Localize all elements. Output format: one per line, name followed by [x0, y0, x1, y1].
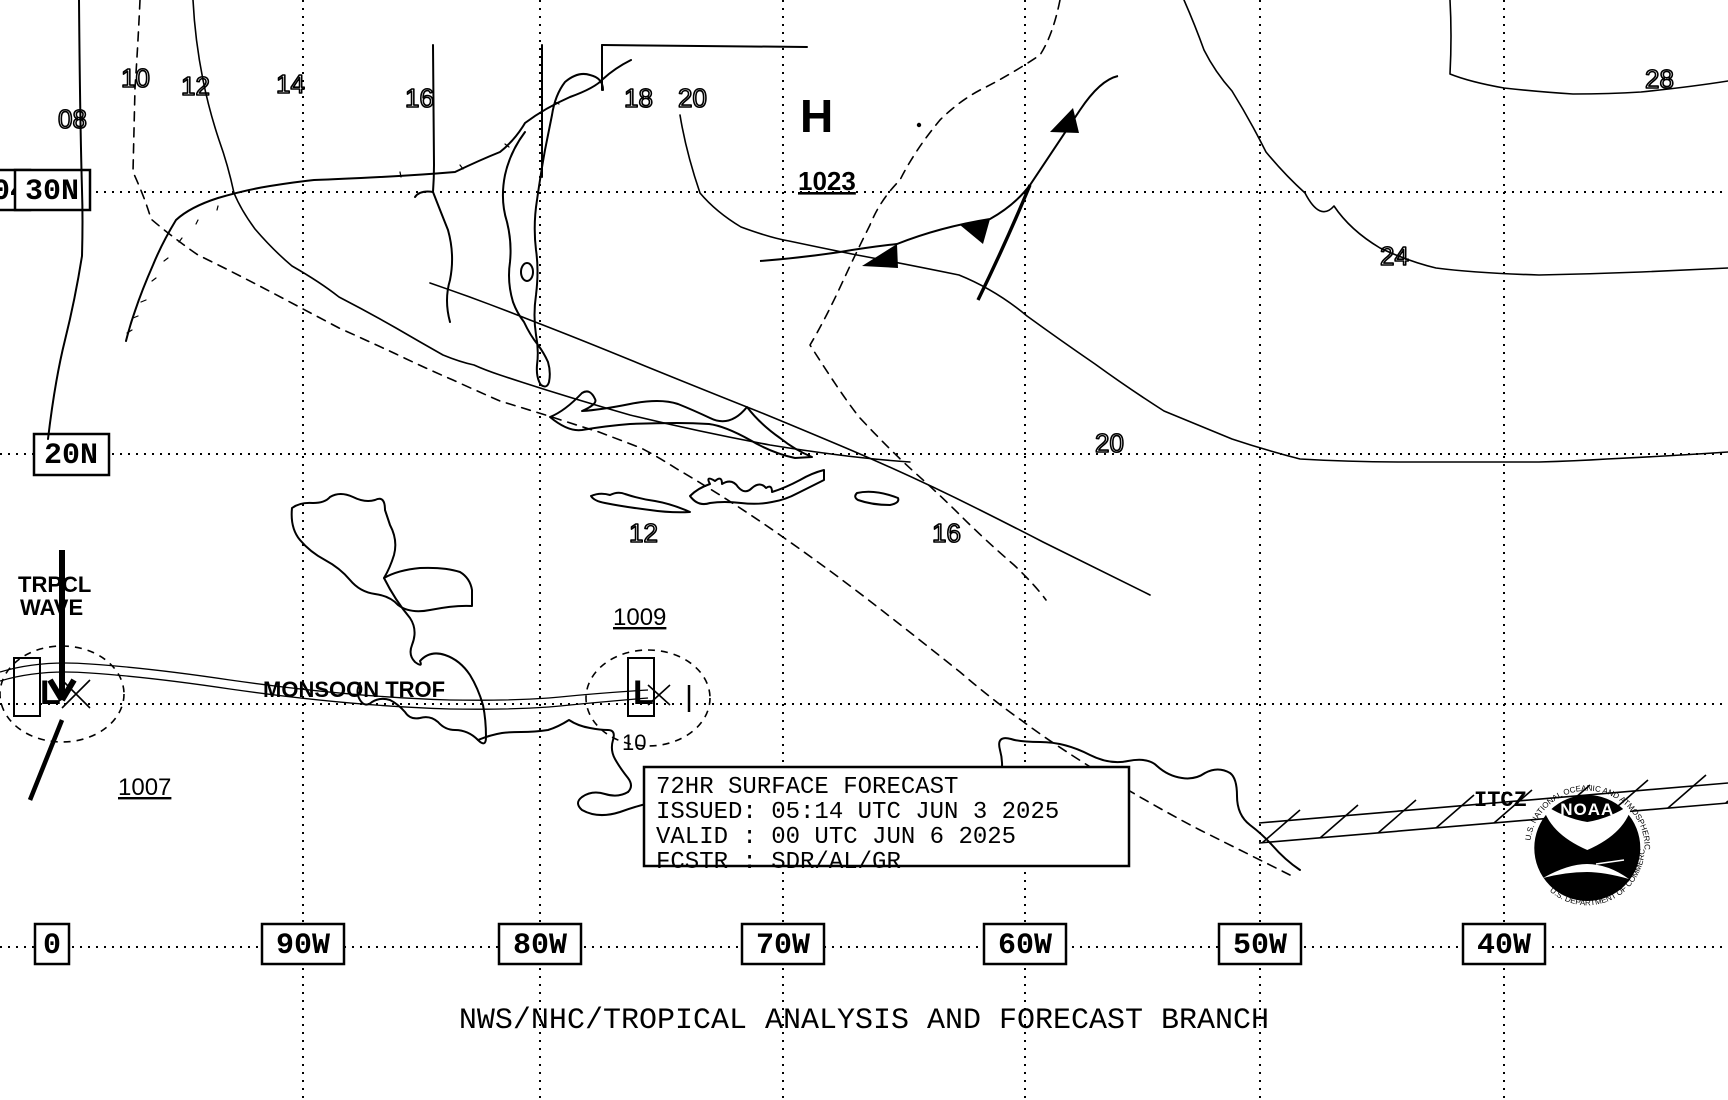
svg-text:70W: 70W: [756, 929, 810, 963]
svg-text:08: 08: [58, 104, 87, 134]
svg-text:0: 0: [43, 929, 61, 963]
svg-text:20N: 20N: [44, 439, 98, 473]
svg-text:1009: 1009: [613, 604, 666, 631]
svg-text:NWS/NHC/TROPICAL ANALYSIS AND: NWS/NHC/TROPICAL ANALYSIS AND FORECAST B…: [459, 1004, 1269, 1038]
svg-text:16: 16: [932, 518, 961, 548]
svg-text:24: 24: [1380, 241, 1409, 271]
svg-text:14: 14: [276, 69, 305, 99]
svg-text:12: 12: [629, 518, 658, 548]
svg-text:90W: 90W: [276, 929, 330, 963]
svg-text:20: 20: [678, 83, 707, 113]
svg-text:30N: 30N: [25, 175, 79, 209]
svg-text:ISSUED: 05:14 UTC JUN 3 2025: ISSUED: 05:14 UTC JUN 3 2025: [656, 799, 1059, 826]
svg-text:80W: 80W: [513, 929, 567, 963]
svg-text:WAVE: WAVE: [20, 595, 83, 620]
svg-text:1023: 1023: [798, 166, 856, 196]
svg-text:20: 20: [1095, 428, 1124, 458]
svg-text:18: 18: [624, 83, 653, 113]
svg-text:72HR SURFACE FORECAST: 72HR SURFACE FORECAST: [656, 774, 958, 801]
svg-text:1007: 1007: [118, 774, 171, 801]
svg-text:H: H: [800, 90, 833, 142]
svg-text:40W: 40W: [1477, 929, 1531, 963]
svg-text:NOAA: NOAA: [1560, 800, 1614, 819]
svg-text:12: 12: [181, 71, 210, 101]
svg-text:FCSTR : SDR/AL/GR: FCSTR : SDR/AL/GR: [656, 849, 901, 876]
svg-text:10: 10: [121, 63, 150, 93]
svg-text:TRPCL: TRPCL: [18, 572, 91, 597]
svg-text:10: 10: [622, 730, 646, 755]
svg-text:ITCZ: ITCZ: [1474, 788, 1527, 813]
svg-text:60W: 60W: [998, 929, 1052, 963]
svg-text:16: 16: [405, 83, 434, 113]
svg-text:L: L: [633, 674, 654, 712]
svg-text:50W: 50W: [1233, 929, 1287, 963]
svg-text:VALID : 00 UTC JUN 6 2025: VALID : 00 UTC JUN 6 2025: [656, 824, 1016, 851]
svg-text:L: L: [40, 674, 61, 712]
